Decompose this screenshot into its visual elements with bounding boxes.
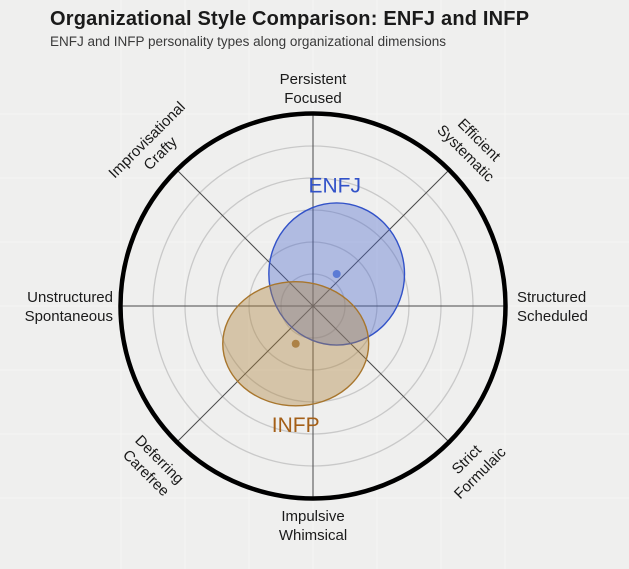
axis-label-line: Focused xyxy=(284,90,342,107)
axis-label-impulsive-whimsical: Impulsive Whimsical xyxy=(279,508,347,544)
axis-label-line: Unstructured xyxy=(27,289,113,306)
axis-spoke xyxy=(312,305,450,443)
chart-header: Organizational Style Comparison: ENFJ an… xyxy=(50,7,529,50)
axis-spoke xyxy=(176,169,314,307)
axis-label-line: Persistent xyxy=(280,71,348,88)
page-subtitle: ENFJ and INFP personality types along or… xyxy=(50,34,446,49)
axis-label-line: Impulsive xyxy=(281,508,344,525)
axis-label-line: Whimsical xyxy=(279,527,347,544)
infp-center-dot xyxy=(291,339,300,348)
axis-label-structured-scheduled: Structured Scheduled xyxy=(517,289,588,325)
outer-circle xyxy=(118,111,508,501)
axis-label-persistent-focused: Persistent Focused xyxy=(280,71,348,107)
axis-spoke xyxy=(176,305,314,443)
infp-label: INFP xyxy=(272,414,320,437)
axis-label-unstructured-spontaneous: Unstructured Spontaneous xyxy=(25,289,113,325)
page-title: Organizational Style Comparison: ENFJ an… xyxy=(50,8,530,30)
axis-spoke xyxy=(312,169,450,307)
axis-label-line: Structured xyxy=(517,289,586,306)
enfj-label: ENFJ xyxy=(309,175,362,198)
axis-label-line: Spontaneous xyxy=(25,308,113,325)
axis-label-line: Scheduled xyxy=(517,308,588,325)
enfj-center-dot xyxy=(332,270,341,278)
